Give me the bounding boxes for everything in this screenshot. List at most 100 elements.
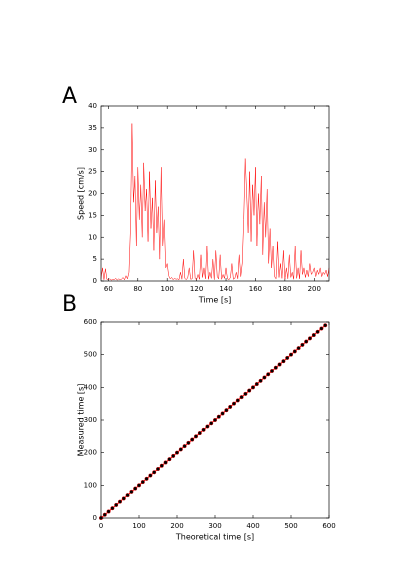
data-marker: [121, 496, 126, 501]
x-tick-label: 0: [99, 522, 103, 530]
y-tick-label: 40: [88, 102, 97, 110]
x-tick-label: 100: [132, 522, 145, 530]
x-tick-label: 100: [161, 285, 174, 293]
data-marker: [315, 329, 320, 334]
data-marker: [212, 418, 217, 423]
data-marker: [292, 349, 297, 354]
x-tick-label: 140: [219, 285, 232, 293]
data-marker: [174, 450, 179, 455]
data-marker: [117, 499, 122, 504]
x-tick-label: 200: [170, 522, 183, 530]
data-marker: [220, 411, 225, 416]
data-marker: [228, 404, 233, 409]
data-marker: [254, 382, 259, 387]
plot-frame: [100, 321, 330, 519]
y-tick-label: 200: [84, 449, 97, 457]
data-marker: [159, 463, 164, 468]
data-marker: [163, 460, 168, 465]
data-marker: [114, 502, 119, 507]
data-marker: [182, 444, 187, 449]
x-tick-label: 160: [249, 285, 262, 293]
y-tick-label: 30: [88, 146, 97, 154]
x-tick-label: 400: [246, 522, 259, 530]
y-tick-label: 35: [88, 124, 97, 132]
data-marker: [167, 457, 172, 462]
y-tick-label: 0: [93, 277, 97, 285]
data-marker: [277, 362, 282, 367]
x-tick-label: 80: [133, 285, 142, 293]
data-marker: [136, 483, 141, 488]
data-marker: [250, 385, 255, 390]
data-marker: [243, 391, 248, 396]
x-axis-label: Theoretical time [s]: [175, 533, 254, 542]
x-tick-label: 200: [308, 285, 321, 293]
data-marker: [258, 378, 263, 383]
data-marker: [281, 359, 286, 364]
y-tick-label: 0: [93, 514, 97, 522]
data-marker: [262, 375, 267, 380]
data-marker: [178, 447, 183, 452]
data-marker: [125, 493, 130, 498]
x-tick-label: 500: [284, 522, 297, 530]
data-marker: [239, 395, 244, 400]
data-marker: [190, 437, 195, 442]
data-marker: [197, 431, 202, 436]
data-marker: [140, 480, 145, 485]
data-marker: [148, 473, 153, 478]
y-tick-label: 300: [84, 416, 97, 424]
x-tick-label: 60: [104, 285, 113, 293]
data-marker: [129, 489, 134, 494]
data-marker: [201, 427, 206, 432]
y-tick-label: 25: [88, 168, 97, 176]
data-marker: [235, 398, 240, 403]
data-marker: [205, 424, 210, 429]
x-axis-label: Time [s]: [198, 296, 232, 305]
data-marker: [296, 346, 301, 351]
data-line: [100, 123, 330, 281]
data-marker: [270, 369, 275, 374]
data-marker: [304, 339, 309, 344]
data-marker: [285, 355, 290, 360]
data-marker: [311, 333, 316, 338]
data-marker: [216, 414, 221, 419]
data-marker: [110, 506, 115, 511]
y-tick-label: 5: [93, 255, 97, 263]
y-tick-label: 20: [88, 190, 97, 198]
data-marker: [209, 421, 214, 426]
data-marker: [224, 408, 229, 413]
data-marker: [289, 352, 294, 357]
data-marker: [186, 440, 191, 445]
data-marker: [144, 476, 149, 481]
x-tick-label: 600: [322, 522, 335, 530]
data-marker: [155, 467, 160, 472]
data-marker: [133, 486, 138, 491]
y-axis-label: Speed [cm/s]: [77, 167, 86, 220]
panel-label: B: [62, 292, 77, 317]
data-marker: [102, 512, 107, 517]
data-marker: [231, 401, 236, 406]
data-marker: [106, 509, 111, 514]
data-marker: [247, 388, 252, 393]
x-tick-label: 180: [278, 285, 291, 293]
data-marker: [273, 365, 278, 370]
y-tick-label: 600: [84, 318, 97, 326]
y-tick-label: 500: [84, 351, 97, 359]
y-tick-label: 100: [84, 481, 97, 489]
x-tick-label: 120: [190, 285, 203, 293]
data-marker: [266, 372, 271, 377]
y-tick-label: 400: [84, 383, 97, 391]
x-tick-label: 300: [208, 522, 221, 530]
plot-frame: [100, 105, 330, 282]
y-tick-label: 15: [88, 211, 97, 219]
data-marker: [319, 326, 324, 331]
data-marker: [171, 453, 176, 458]
y-axis-label: Measured time [s]: [77, 384, 86, 457]
panel-label: A: [62, 84, 77, 109]
data-marker: [300, 342, 305, 347]
y-tick-label: 10: [88, 233, 97, 241]
data-marker: [323, 323, 328, 328]
data-marker: [308, 336, 313, 341]
data-marker: [152, 470, 157, 475]
